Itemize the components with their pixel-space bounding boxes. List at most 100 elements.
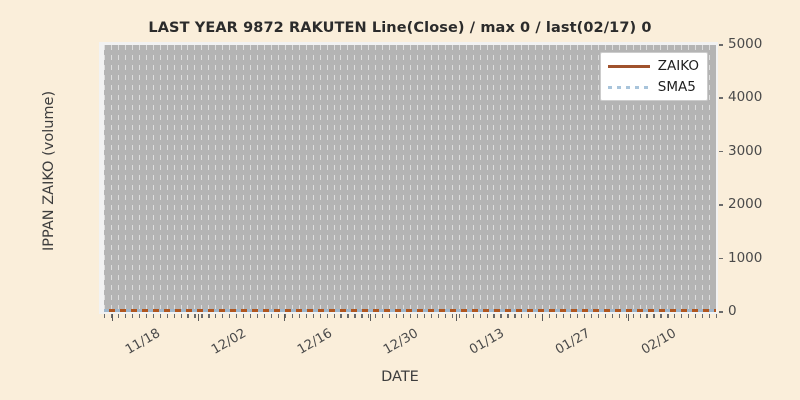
gridline-vertical: [542, 45, 544, 312]
x-tick-minor: [549, 314, 551, 318]
gridline-vertical: [208, 45, 210, 312]
gridline-vertical: [291, 45, 293, 312]
y-tick-label: 4000: [728, 89, 763, 106]
gridline-vertical: [159, 45, 161, 312]
chart-title: LAST YEAR 9872 RAKUTEN Line(Close) / max…: [148, 20, 652, 36]
legend-label-sma5: SMA5: [657, 79, 696, 95]
gridline-vertical: [597, 45, 599, 312]
x-tick-minor: [208, 314, 210, 318]
x-tick-minor: [368, 314, 370, 318]
gridline-vertical: [451, 45, 453, 312]
x-tick-minor: [416, 314, 419, 318]
gridline-vertical: [284, 45, 286, 312]
x-tick-minor: [709, 314, 711, 318]
gridline-vertical: [709, 45, 711, 312]
legend-label-zaiko: ZAIKO: [657, 58, 699, 74]
gridline-vertical: [277, 45, 279, 312]
x-tick-minor: [611, 314, 613, 318]
x-tick-minor: [507, 314, 509, 318]
gridline-vertical: [549, 45, 551, 312]
x-tick-minor: [319, 314, 321, 318]
gridline-vertical: [236, 45, 238, 312]
x-tick-minor: [486, 314, 488, 318]
x-tick-minor: [187, 314, 189, 318]
gridline-vertical: [347, 45, 349, 312]
gridline-vertical: [410, 45, 411, 312]
x-tick-minor: [243, 314, 245, 318]
x-tick-minor: [159, 314, 161, 318]
gridline-vertical: [576, 45, 578, 312]
x-tick-minor: [173, 314, 175, 318]
x-tick-minor: [667, 314, 669, 318]
gridline-vertical: [368, 45, 370, 312]
x-tick-minor: [194, 314, 196, 318]
x-tick-minor: [653, 314, 655, 318]
gridline-vertical: [486, 45, 488, 312]
gridline-vertical: [222, 45, 224, 312]
y-tick-mark: [719, 44, 723, 46]
x-tick-minor: [681, 314, 683, 318]
gridline-vertical: [187, 45, 189, 312]
x-tick-minor: [257, 314, 259, 318]
gridline-vertical: [333, 45, 335, 312]
series-line-zaiko: [104, 309, 716, 312]
x-tick-minor: [305, 314, 307, 318]
x-tick-minor: [472, 314, 474, 318]
gridline-vertical: [528, 45, 530, 312]
gridline-vertical: [472, 45, 474, 312]
gridline-vertical: [465, 45, 467, 312]
legend-item-sma5[interactable]: SMA5: [607, 79, 699, 95]
x-tick-label: 12/02: [209, 326, 249, 358]
x-tick-minor: [521, 314, 523, 318]
gridline-vertical: [375, 45, 377, 312]
x-tick-minor: [333, 314, 335, 318]
y-tick-label: 5000: [728, 36, 763, 52]
x-tick-minor: [403, 314, 405, 318]
x-tick-minor: [382, 314, 384, 318]
x-tick-minor: [180, 314, 182, 318]
x-tick-minor: [145, 314, 147, 318]
x-tick-minor: [152, 314, 154, 318]
x-tick-minor: [166, 314, 168, 318]
x-tick-minor: [639, 314, 641, 318]
gridline-vertical: [396, 45, 398, 312]
x-tick-major: [284, 314, 286, 321]
x-tick-minor: [124, 314, 127, 318]
x-tick-minor: [590, 314, 592, 318]
x-tick-minor: [563, 314, 565, 318]
gridline-vertical: [298, 45, 300, 312]
gridline-vertical: [152, 45, 154, 312]
x-tick-minor: [389, 314, 391, 318]
y-tick-mark: [719, 97, 723, 99]
x-tick-minor: [277, 314, 280, 318]
x-tick-minor: [597, 314, 599, 318]
x-tick-minor: [250, 314, 252, 318]
gridline-vertical: [305, 45, 307, 312]
chart-legend[interactable]: ZAIKO SMA5: [599, 52, 708, 101]
gridline-vertical: [389, 45, 391, 312]
gridline-vertical: [340, 45, 342, 312]
x-tick-minor: [632, 314, 634, 318]
x-tick-minor: [479, 314, 481, 318]
x-tick-label: 11/18: [123, 326, 163, 358]
gridline-vertical: [124, 45, 126, 312]
x-tick-minor: [131, 314, 133, 318]
gridline-vertical: [423, 45, 425, 312]
x-tick-minor: [688, 314, 690, 318]
x-tick-minor: [326, 314, 328, 318]
gridline-vertical: [403, 45, 405, 312]
x-tick-minor: [263, 314, 266, 318]
gridline-vertical: [201, 45, 203, 312]
gridline-vertical: [507, 45, 509, 312]
gridline-vertical: [312, 45, 314, 312]
legend-item-zaiko[interactable]: ZAIKO: [607, 58, 699, 74]
x-tick-major: [542, 314, 544, 321]
gridline-vertical: [590, 45, 592, 312]
gridline-vertical: [110, 45, 112, 312]
x-tick-minor: [716, 314, 718, 318]
legend-swatch-sma5-icon: [607, 85, 650, 89]
x-tick-minor: [493, 314, 495, 318]
x-tick-minor: [340, 314, 342, 318]
x-tick-minor: [291, 314, 293, 318]
